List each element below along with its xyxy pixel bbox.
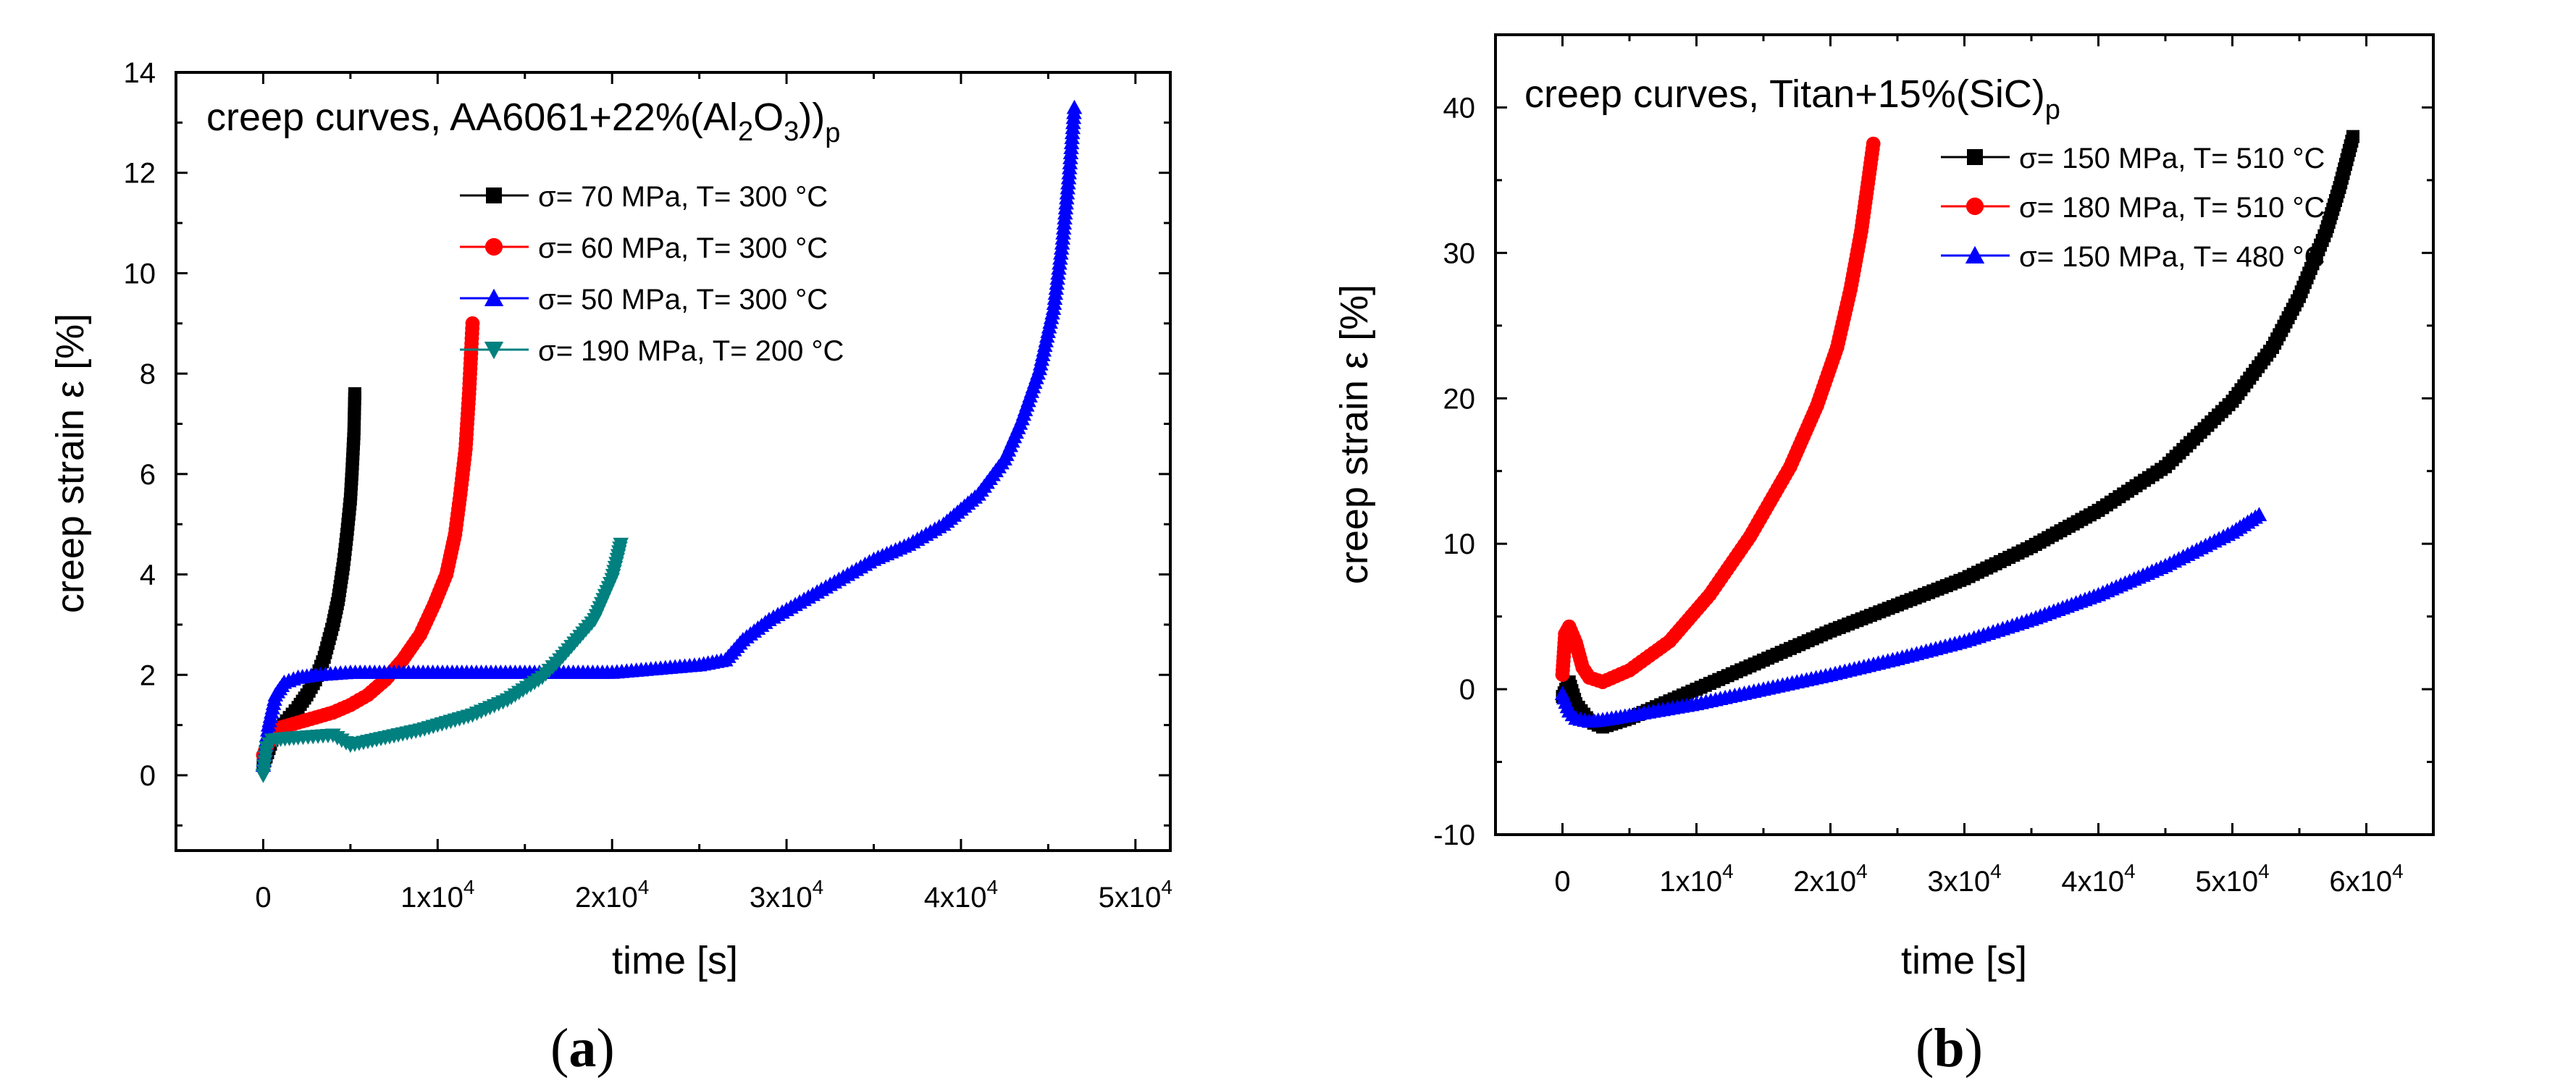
x-tick-label: 0 (1554, 866, 1570, 898)
x-axis-label-b: time [s] (1901, 939, 2027, 982)
series-4 (255, 537, 629, 783)
y-tick-label: 14 (124, 57, 156, 89)
x-tick-label: 4x104 (2061, 860, 2135, 898)
y-tick-label: 4 (140, 560, 156, 591)
x-tick-label: 6x104 (2329, 860, 2403, 898)
x-tick-label: 3x104 (1927, 860, 2001, 898)
legend-b: σ= 150 MPa, T= 510 °C σ= 180 MPa, T= 510 … (1941, 143, 2325, 273)
legend-label: σ= 70 MPa, T= 300 °C (538, 181, 828, 213)
series-2 (256, 316, 480, 763)
legend-entry: σ= 180 MPa, T= 510 °C (1941, 192, 2325, 224)
chart-title-a: creep curves, AA6061+22%(Al2O3))p (206, 96, 840, 148)
y-axis-label-a: creep strain ε [%] (49, 313, 92, 613)
y-tick-label: 20 (1443, 383, 1476, 415)
chart-title-b: creep curves, Titan+15%(SiC)p (1524, 72, 2060, 125)
legend-entry: σ= 150 MPa, T= 480 °C (1941, 241, 2325, 273)
data-point (2346, 130, 2359, 143)
series-3 (1554, 507, 2267, 728)
y-tick-label: 8 (140, 358, 156, 390)
y-tick-label: 40 (1443, 92, 1476, 124)
y-tick-label: 0 (1459, 674, 1475, 706)
legend-marker (1965, 197, 1984, 216)
legend-marker (484, 237, 503, 256)
x-tick-label: 2x104 (575, 876, 649, 914)
legend-a: σ= 70 MPa, T= 300 °C σ= 60 MPa, T= 300 °C… (460, 181, 844, 367)
data-point (1066, 99, 1083, 114)
x-tick-label: 3x104 (750, 876, 823, 914)
legend-label: σ= 60 MPa, T= 300 °C (538, 232, 828, 264)
x-axis-label-a: time [s] (612, 939, 738, 982)
y-tick-label: -10 (1433, 819, 1475, 851)
legend-label: σ= 180 MPa, T= 510 °C (2019, 192, 2325, 224)
data-point (613, 537, 629, 552)
tick-marks-a (176, 71, 1170, 851)
y-tick-label: 12 (124, 158, 156, 190)
legend-label: σ= 150 MPa, T= 510 °C (2019, 143, 2325, 174)
x-tick-label: 1x104 (1659, 860, 1733, 898)
data-point (348, 387, 361, 400)
data-series-b (1554, 130, 2359, 734)
legend-marker (1967, 149, 1983, 165)
plot-frame-a (175, 71, 1172, 852)
x-tick-label: 2x104 (1793, 860, 1867, 898)
data-point (2251, 507, 2267, 521)
legend-marker (486, 187, 502, 203)
y-tick-label: 2 (140, 659, 156, 691)
data-point (1866, 136, 1881, 151)
y-tick-label: 0 (140, 760, 156, 792)
legend-entry: σ= 150 MPa, T= 510 °C (1941, 143, 2325, 174)
panel-label-b: (b) (1916, 1018, 1983, 1079)
legend-marker (1965, 245, 1985, 263)
x-tick-label: 0 (255, 882, 271, 914)
y-tick-labels-a: 0 2 4 6 8 10 12 14 (124, 57, 156, 792)
legend-entry: σ= 190 MPa, T= 200 °C (460, 335, 844, 367)
legend-entry: σ= 50 MPa, T= 300 °C (460, 284, 828, 316)
y-tick-label: 30 (1443, 237, 1476, 269)
panel-label-a: (a) (550, 1018, 615, 1079)
y-tick-label: 6 (140, 459, 156, 491)
x-tick-labels-b: 0 1x104 2x104 3x104 4x104 5x104 6x104 (1554, 860, 2403, 898)
x-tick-label: 5x104 (1099, 876, 1172, 914)
legend-label: σ= 190 MPa, T= 200 °C (538, 335, 844, 367)
x-tick-labels-a: 0 1x104 2x104 3x104 4x104 5x104 (255, 876, 1172, 914)
x-tick-label: 4x104 (924, 876, 998, 914)
legend-entry: σ= 60 MPa, T= 300 °C (460, 232, 828, 264)
legend-label: σ= 150 MPa, T= 480 °C (2019, 241, 2325, 273)
y-tick-label: 10 (1443, 528, 1476, 560)
series-line (1560, 143, 1876, 685)
series-line (1560, 513, 2261, 724)
y-axis-label-b: creep strain ε [%] (1333, 284, 1376, 584)
series-2 (1555, 136, 1881, 689)
legend-marker (484, 288, 504, 306)
x-tick-label: 5x104 (2195, 860, 2269, 898)
x-tick-label: 1x104 (400, 876, 474, 914)
chart-panel-b: 0 1x104 2x104 3x104 4x104 5x104 6x104 -10 0 10 20… (1333, 33, 2435, 982)
y-tick-labels-b: -10 0 10 20 30 40 (1433, 92, 1475, 851)
legend-label: σ= 50 MPa, T= 300 °C (538, 284, 828, 316)
chart-panel-a: 0 1x104 2x104 3x104 4x104 5x104 0 2 4 6 8 10 12 14 c… (49, 57, 1172, 982)
data-series-a (255, 99, 1083, 783)
tick-marks-b (1495, 35, 2433, 836)
y-tick-label: 10 (124, 258, 156, 290)
data-point (465, 316, 480, 331)
legend-entry: σ= 70 MPa, T= 300 °C (460, 181, 828, 213)
legend-marker (484, 342, 504, 360)
